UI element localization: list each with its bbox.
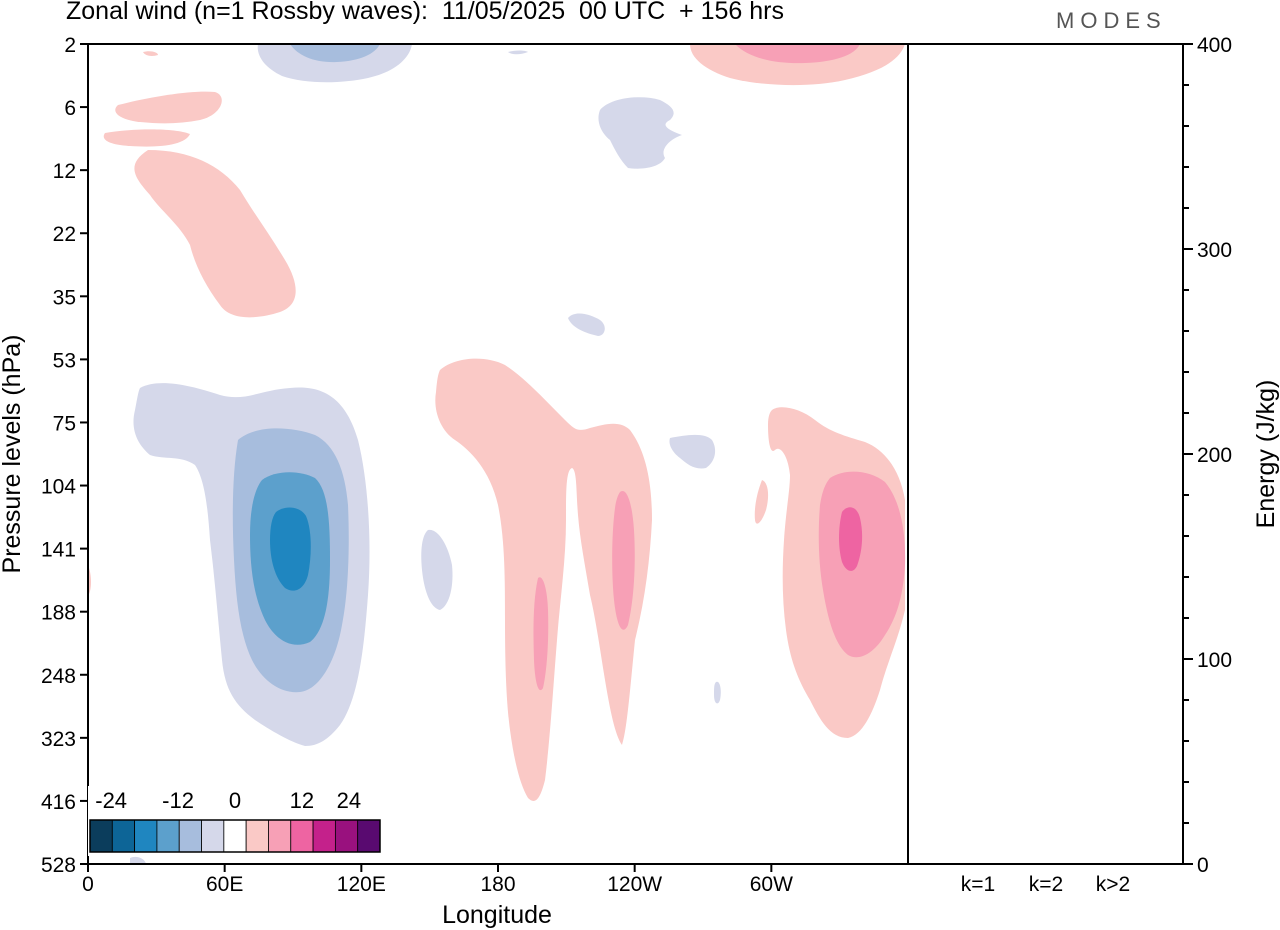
contour-neg-level1 xyxy=(421,529,453,610)
contour-neg-level1 xyxy=(714,681,721,704)
contour-field xyxy=(88,44,906,864)
y-tick-label: 416 xyxy=(41,791,76,814)
contour-neg-level1 xyxy=(568,313,605,336)
contour-neg-level4 xyxy=(270,507,311,591)
colorbar-tick-label: -24 xyxy=(95,788,127,813)
y-tick-label: 248 xyxy=(41,665,76,688)
y-tick-label: 35 xyxy=(53,286,76,309)
energy-bar xyxy=(1024,863,1068,864)
y2-tick-label: 0 xyxy=(1197,854,1209,877)
y-tick-label: 6 xyxy=(64,97,76,120)
colorbar-tick-label: -12 xyxy=(162,788,194,813)
colorbar-swatch xyxy=(201,819,225,853)
colorbar-swatch xyxy=(178,819,202,853)
colorbar-swatch xyxy=(111,819,136,853)
y-axis-label: Pressure levels (hPa) xyxy=(0,335,26,574)
y-tick-label: 75 xyxy=(53,412,76,435)
y2-tick-label: 100 xyxy=(1197,649,1232,672)
contour-pos-level1 xyxy=(115,91,222,124)
contour-pos-level1 xyxy=(134,150,296,318)
contour-neg-level1 xyxy=(669,434,716,469)
energy-bar xyxy=(1091,863,1135,864)
contour-neg-level1 xyxy=(508,50,528,55)
colorbar-swatch xyxy=(156,819,180,853)
y2-tick-label: 400 xyxy=(1197,34,1232,57)
contour-pos-level3 xyxy=(839,507,863,571)
colorbar-frame xyxy=(89,819,381,853)
colorbar-swatch xyxy=(89,819,113,853)
x-tick-label: 120W xyxy=(607,873,662,896)
contour-pos-level2 xyxy=(735,44,860,64)
x-tick-label: 120E xyxy=(337,873,386,896)
brand-logo: MODES xyxy=(1056,8,1167,33)
contour-pos-level1 xyxy=(435,358,652,801)
x-tick-label: 60W xyxy=(750,873,793,896)
y2-tick-label: 200 xyxy=(1197,444,1232,467)
contour-pos-level1 xyxy=(690,44,905,86)
contour-pos-level1 xyxy=(103,129,190,147)
contour-neg-level1 xyxy=(130,856,146,864)
y-tick-label: 2 xyxy=(64,34,76,57)
contour-pos-level2 xyxy=(533,577,549,691)
bar-category-label: k>2 xyxy=(1096,873,1130,896)
colorbar-swatch xyxy=(312,819,336,853)
y-tick-label: 188 xyxy=(41,602,76,625)
contour-neg-level1 xyxy=(257,44,412,83)
y-tick-label: 528 xyxy=(41,854,76,877)
y-tick-label: 141 xyxy=(41,539,76,562)
y-tick-label: 12 xyxy=(53,160,76,183)
x-tick-label: 180 xyxy=(480,873,515,896)
colorbar-swatch xyxy=(290,819,314,853)
y-tick-label: 22 xyxy=(53,223,76,246)
contour-pos-level1 xyxy=(754,480,769,524)
colorbar-tick-label: 24 xyxy=(337,788,361,813)
y-tick-label: 104 xyxy=(41,476,76,499)
colorbar-tick-label: 12 xyxy=(290,788,314,813)
y-tick-label: 53 xyxy=(53,349,76,372)
colorbar-swatch xyxy=(245,819,269,853)
chart-title: Zonal wind (n=1 Rossby waves): 11/05/202… xyxy=(66,0,784,25)
contour-pos-level2 xyxy=(818,471,906,658)
energy-panel-frame xyxy=(907,43,1184,865)
colorbar-swatch xyxy=(223,819,247,853)
y-tick-label: 323 xyxy=(41,728,76,751)
x-tick-label: 60E xyxy=(206,873,243,896)
y2-tick-label: 300 xyxy=(1197,239,1232,262)
x-axis-label: Longitude xyxy=(442,901,552,929)
colorbar-swatch xyxy=(134,819,158,853)
energy-bar xyxy=(956,863,1000,864)
colorbar-tick-label: 0 xyxy=(229,788,241,813)
bar-category-label: k=1 xyxy=(961,873,995,896)
colorbar-swatch xyxy=(357,819,381,853)
contour-neg-level2 xyxy=(290,44,380,63)
bar-category-label: k=2 xyxy=(1029,873,1063,896)
x-tick-label: 0 xyxy=(82,873,94,896)
contour-pos-level2 xyxy=(612,490,635,630)
colorbar-swatch xyxy=(334,819,359,853)
contour-pos-level1 xyxy=(143,51,158,56)
y2-axis-label: Energy (J/kg) xyxy=(1252,380,1280,529)
colorbar-swatch xyxy=(268,819,292,853)
colorbar: -24 -12 0 12 24 xyxy=(88,786,382,856)
contour-neg-level1 xyxy=(598,97,682,169)
